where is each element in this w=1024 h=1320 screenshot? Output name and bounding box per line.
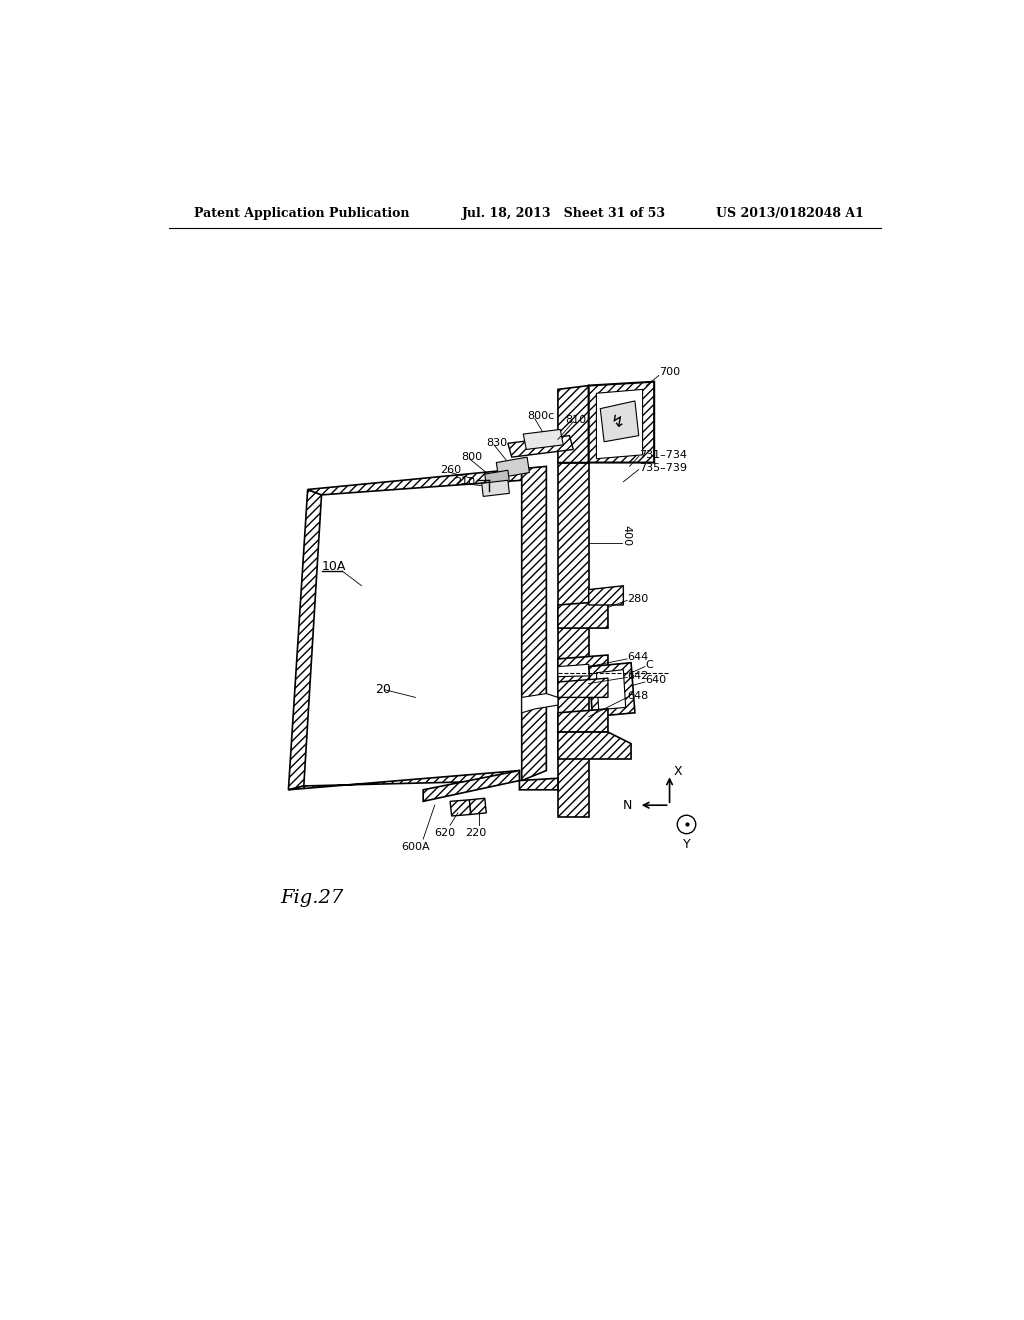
Text: 648: 648 bbox=[628, 690, 648, 701]
Polygon shape bbox=[481, 480, 509, 496]
Polygon shape bbox=[600, 401, 639, 442]
Polygon shape bbox=[558, 733, 631, 759]
Text: 800: 800 bbox=[462, 453, 482, 462]
Polygon shape bbox=[469, 799, 486, 814]
Text: US 2013/0182048 A1: US 2013/0182048 A1 bbox=[716, 207, 863, 220]
Text: X: X bbox=[674, 764, 682, 777]
Text: ↯: ↯ bbox=[611, 413, 625, 430]
Text: 640: 640 bbox=[645, 676, 666, 685]
Text: Jul. 18, 2013   Sheet 31 of 53: Jul. 18, 2013 Sheet 31 of 53 bbox=[462, 207, 666, 220]
Polygon shape bbox=[497, 457, 529, 478]
Text: C: C bbox=[645, 660, 652, 671]
Polygon shape bbox=[558, 655, 608, 682]
Polygon shape bbox=[589, 663, 635, 717]
Polygon shape bbox=[558, 462, 589, 817]
Polygon shape bbox=[289, 490, 322, 789]
Polygon shape bbox=[558, 709, 608, 733]
Text: 644: 644 bbox=[628, 652, 648, 663]
Text: 20: 20 bbox=[376, 684, 391, 696]
Polygon shape bbox=[589, 586, 624, 605]
Text: 620: 620 bbox=[434, 829, 456, 838]
Text: 731–734: 731–734 bbox=[639, 450, 687, 459]
Text: 800c: 800c bbox=[527, 412, 554, 421]
Polygon shape bbox=[523, 429, 563, 449]
Polygon shape bbox=[304, 480, 521, 785]
Polygon shape bbox=[307, 469, 521, 495]
Polygon shape bbox=[558, 385, 589, 462]
Text: 210: 210 bbox=[454, 477, 475, 487]
Text: 10A: 10A bbox=[322, 560, 346, 573]
Text: 700: 700 bbox=[658, 367, 680, 378]
Text: Y: Y bbox=[683, 837, 690, 850]
Polygon shape bbox=[596, 389, 643, 459]
Text: 260: 260 bbox=[440, 465, 461, 475]
Text: 280: 280 bbox=[628, 594, 648, 603]
Text: 830: 830 bbox=[486, 438, 508, 449]
Text: Fig.27: Fig.27 bbox=[281, 888, 344, 907]
Text: 400: 400 bbox=[622, 525, 632, 546]
Text: 600A: 600A bbox=[401, 842, 430, 853]
Text: N: N bbox=[624, 799, 633, 812]
Polygon shape bbox=[521, 466, 547, 780]
Polygon shape bbox=[289, 771, 519, 789]
Polygon shape bbox=[558, 678, 608, 697]
Polygon shape bbox=[558, 601, 608, 628]
Polygon shape bbox=[589, 381, 654, 462]
Polygon shape bbox=[451, 800, 471, 816]
Polygon shape bbox=[423, 771, 519, 801]
Polygon shape bbox=[484, 470, 509, 486]
Text: Patent Application Publication: Patent Application Publication bbox=[194, 207, 410, 220]
Text: 642: 642 bbox=[628, 671, 648, 681]
Text: 220: 220 bbox=[465, 829, 486, 838]
Text: 810: 810 bbox=[565, 416, 587, 425]
Text: 735–739: 735–739 bbox=[639, 463, 687, 473]
Polygon shape bbox=[558, 664, 590, 677]
Polygon shape bbox=[508, 436, 573, 457]
Polygon shape bbox=[521, 693, 558, 713]
Polygon shape bbox=[596, 669, 626, 710]
Polygon shape bbox=[519, 779, 558, 789]
